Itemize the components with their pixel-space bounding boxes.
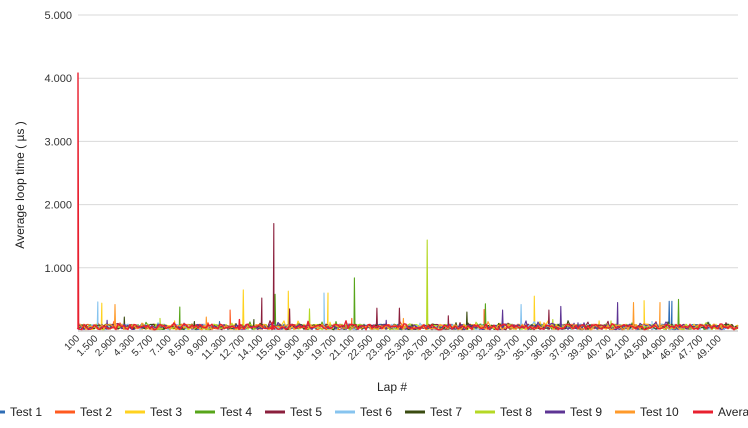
legend-label: Test 2 — [80, 405, 112, 419]
legend-label: Average — [718, 405, 748, 419]
series-line-test-3 — [77, 289, 739, 331]
y-axis-ticks: 1.000 2.000 3.000 4.000 5.000 — [44, 10, 72, 275]
legend: Test 1 Test 2 Test 3 Test 4 Test 5 Test 6 Test… — [0, 405, 748, 419]
series-lines — [76, 72, 739, 331]
legend-item-test-6: Test 6 — [335, 405, 392, 419]
legend-item-test-7: Test 7 — [405, 405, 462, 419]
legend-item-test-2: Test 2 — [55, 405, 112, 419]
series-line-test-8 — [77, 239, 739, 331]
series-line-average — [76, 72, 739, 331]
series-line-test-6 — [77, 292, 739, 331]
legend-label: Test 9 — [570, 405, 602, 419]
legend-item-test-3: Test 3 — [125, 405, 182, 419]
series-line-test-4 — [77, 277, 739, 331]
x-axis-ticks: 1001.5002.9004.3005.7007.1008.5009.90011… — [63, 333, 725, 363]
y-tick-label: 1.000 — [44, 263, 72, 275]
legend-label: Test 5 — [290, 405, 322, 419]
legend-item-test-1: Test 1 — [0, 405, 42, 419]
y-tick-label: 4.000 — [44, 73, 72, 85]
legend-item-average: Average — [693, 405, 748, 419]
y-tick-label: 5.000 — [44, 10, 72, 22]
legend-item-test-10: Test 10 — [615, 405, 679, 419]
legend-item-test-4: Test 4 — [195, 405, 252, 419]
y-tick-label: 3.000 — [44, 136, 72, 148]
legend-label: Test 8 — [500, 405, 532, 419]
legend-label: Test 4 — [220, 405, 252, 419]
y-tick-label: 2.000 — [44, 200, 72, 212]
legend-label: Test 3 — [150, 405, 182, 419]
legend-item-test-9: Test 9 — [545, 405, 602, 419]
legend-item-test-5: Test 5 — [265, 405, 322, 419]
gridlines — [78, 14, 738, 269]
legend-label: Test 6 — [360, 405, 392, 419]
y-axis-title: Average loop time ( µs ) — [13, 121, 27, 248]
legend-item-test-8: Test 8 — [475, 405, 532, 419]
legend-label: Test 10 — [640, 405, 679, 419]
x-axis-title: Lap # — [377, 380, 407, 394]
series-line-test-5 — [77, 223, 739, 331]
legend-label: Test 7 — [430, 405, 462, 419]
legend-label: Test 1 — [10, 405, 42, 419]
